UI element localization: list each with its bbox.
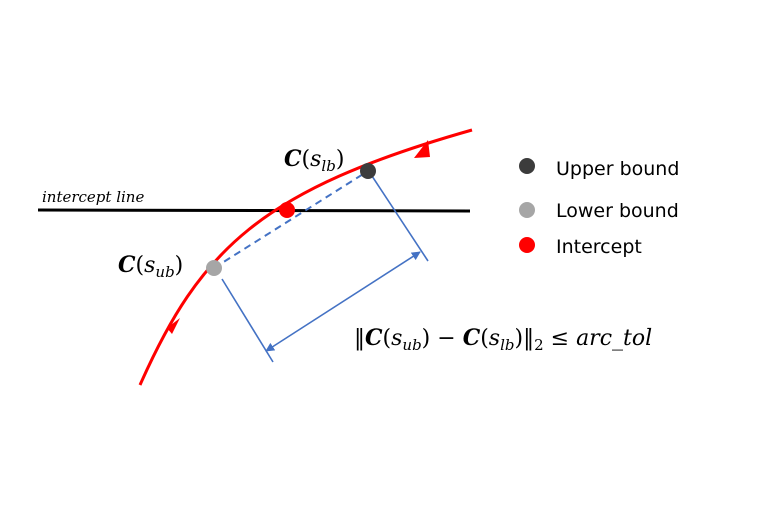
legend-intercept-label: Intercept xyxy=(556,236,642,258)
intercept-line xyxy=(37,208,471,213)
legend-upper-bound-label: Upper bound xyxy=(556,158,679,180)
legend: Upper bound Lower bound Intercept xyxy=(519,158,679,258)
label-c-slb: C(slb) xyxy=(284,146,344,175)
label-c-sub: C(sub) xyxy=(118,252,183,281)
extension-line-upper xyxy=(369,172,429,262)
intercept-point xyxy=(279,202,295,218)
lower-bound-point xyxy=(206,260,222,276)
legend-lower-bound-marker xyxy=(519,202,535,218)
upper-bound-point xyxy=(360,163,376,179)
intercept-line-label: intercept line xyxy=(42,188,144,206)
legend-lower-bound-label: Lower bound xyxy=(556,200,679,222)
dashed-chord xyxy=(213,170,369,269)
dimension-arrow xyxy=(265,251,421,352)
legend-intercept-marker xyxy=(519,237,535,253)
curve-arrow-lower xyxy=(167,318,180,334)
legend-upper-bound-marker xyxy=(519,158,535,174)
arc-tolerance-formula: ‖C(sub) − C(slb)‖2 ≤ arc_tol xyxy=(354,325,652,354)
curve-arrow-upper xyxy=(414,140,430,158)
red-curve xyxy=(138,128,473,386)
extension-line-lower xyxy=(221,278,274,363)
